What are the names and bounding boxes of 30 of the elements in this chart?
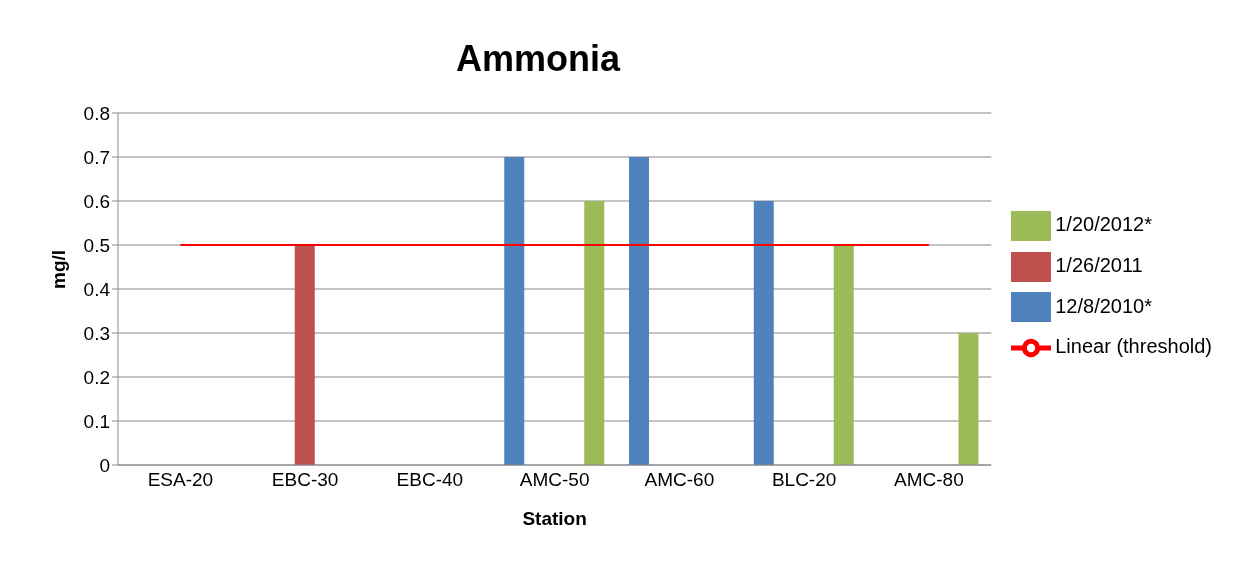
y-tick-label: 0.7 xyxy=(83,146,110,168)
bar xyxy=(958,333,979,465)
y-tick-label: 0.8 xyxy=(83,102,110,124)
legend-label: 1/20/2012* xyxy=(1055,213,1153,236)
bar xyxy=(294,245,315,465)
bar xyxy=(584,201,605,465)
bar xyxy=(504,157,525,465)
x-tick-label: EBC-30 xyxy=(271,469,339,491)
y-axis-title: mg/l xyxy=(47,249,69,289)
y-tick-label: 0.2 xyxy=(83,366,110,388)
y-tick-label: 0.4 xyxy=(83,278,111,300)
x-tick-label: AMC-50 xyxy=(519,469,590,491)
x-tick-label: AMC-80 xyxy=(894,469,964,491)
legend-label: 1/26/2011 xyxy=(1055,253,1143,276)
bar xyxy=(629,157,649,465)
x-axis-title: Station xyxy=(522,508,587,529)
chart-title: Ammonia xyxy=(455,38,622,80)
y-tick-label: 0.3 xyxy=(83,322,110,344)
x-tick-label: BLC-20 xyxy=(771,469,837,491)
legend-label: Linear (threshold) xyxy=(1055,335,1212,358)
y-tick-label: 0.6 xyxy=(83,190,110,212)
y-tick-label: 0 xyxy=(99,454,110,476)
x-tick-label: ESA-20 xyxy=(147,469,214,491)
legend-label: 12/8/2010* xyxy=(1055,294,1153,317)
bar xyxy=(753,201,774,465)
y-tick-label: 0.5 xyxy=(83,234,110,256)
x-tick-label: AMC-60 xyxy=(644,469,715,491)
x-tick-label: EBC-40 xyxy=(396,469,464,491)
y-tick-label: 0.1 xyxy=(83,410,110,432)
bar xyxy=(833,245,854,465)
